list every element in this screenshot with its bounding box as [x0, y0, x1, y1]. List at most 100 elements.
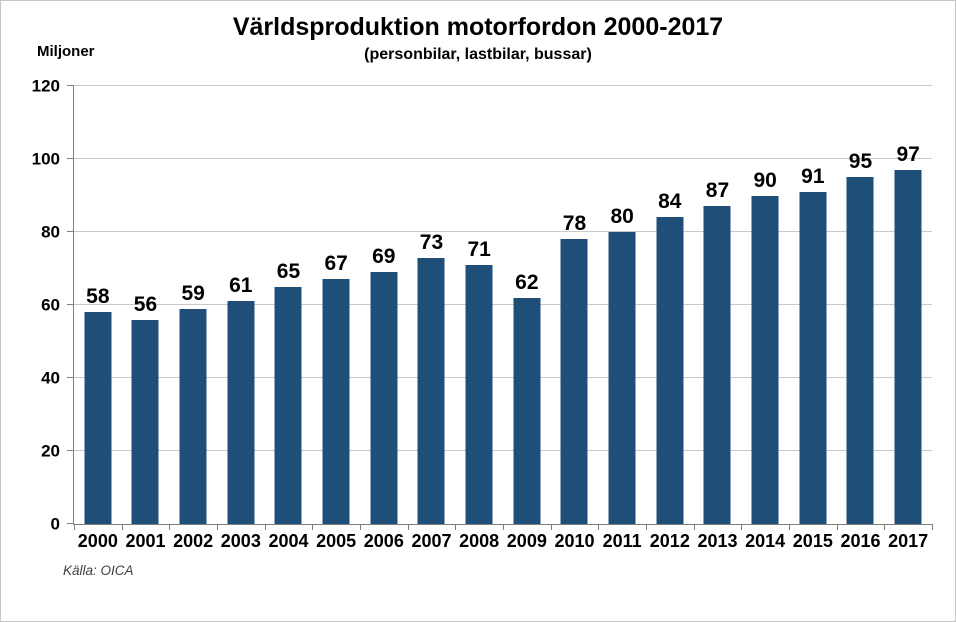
- y-tick-label-120: 120: [31, 76, 60, 96]
- bar-value-label-2002: 59: [181, 281, 205, 305]
- category-2015: 91 2015: [789, 86, 837, 551]
- y-tick-mark-100: [67, 158, 74, 159]
- x-tick-label-2017: 2017: [888, 531, 929, 551]
- category-2003: 61 2003: [217, 86, 265, 551]
- category-2002: 59 2002: [169, 86, 217, 551]
- x-tick-label-2016: 2016: [840, 531, 881, 551]
- x-tick-mark: [789, 524, 790, 530]
- category-2009: 62 2009: [503, 86, 551, 551]
- category-2006: 69 2006: [360, 86, 408, 551]
- y-tick-label-80: 80: [41, 222, 60, 242]
- x-tick-mark: [407, 524, 409, 530]
- x-tick-label-2000: 2000: [77, 531, 118, 551]
- x-tick-label-2003: 2003: [220, 531, 261, 551]
- gridline-60: [74, 304, 932, 305]
- category-2007: 73 2007: [408, 86, 456, 551]
- x-tick-mark: [359, 524, 361, 530]
- y-tick-label-40: 40: [41, 368, 60, 388]
- bar-2015: [799, 191, 827, 524]
- gridline-20: [74, 450, 932, 452]
- x-tick-label-2012: 2012: [649, 531, 690, 551]
- chart-subtitle: (personbilar, lastbilar, bussar): [364, 46, 592, 63]
- y-tick-mark-0: [67, 523, 74, 524]
- bar-value-label-2010: 78: [562, 212, 587, 236]
- bar-2002: [179, 308, 207, 524]
- y-tick-mark-20: [67, 450, 74, 452]
- bar-value-label-2012: 84: [658, 190, 682, 214]
- bar-2014: [751, 195, 779, 524]
- plot-area: 0 20 40 60 80 100 120 58 2000 56 2001 59 2002 61 2003 6…: [32, 78, 933, 552]
- x-tick-mark: [884, 524, 886, 530]
- bar-2006: [370, 272, 398, 524]
- category-2017: 97 2017: [884, 86, 932, 551]
- y-tick-mark-60: [67, 304, 74, 305]
- x-tick-mark: [550, 524, 552, 530]
- x-tick-mark: [693, 524, 695, 530]
- y-tick-label-20: 20: [41, 441, 60, 461]
- x-tick-mark: [645, 524, 647, 530]
- x-tick-label-2005: 2005: [316, 531, 357, 551]
- bar-2005: [322, 279, 350, 524]
- x-tick-mark: [74, 524, 75, 530]
- category-2008: 71 2008: [455, 86, 503, 551]
- bar-2009: [513, 297, 541, 524]
- bar-2010: [560, 239, 588, 524]
- bar-2017: [894, 169, 922, 524]
- category-2014: 90 2014: [741, 86, 789, 552]
- category-2013: 87 2013: [694, 86, 742, 551]
- x-tick-label-2006: 2006: [363, 531, 404, 551]
- x-tick-label-2002: 2002: [173, 531, 214, 551]
- category-2001: 56 2001: [122, 86, 170, 551]
- gridline-80: [74, 231, 932, 233]
- bar-2004: [274, 286, 302, 524]
- chart-title: Världsproduktion motorfordon 2000-2017: [232, 13, 724, 41]
- y-tick-label-60: 60: [41, 295, 60, 315]
- category-2016: 95 2016: [837, 86, 885, 551]
- x-tick-mark: [121, 524, 123, 530]
- bar-2008: [465, 264, 493, 524]
- bar-value-label-2008: 71: [467, 237, 491, 261]
- bar-value-label-2009: 62: [515, 270, 539, 294]
- bar-2000: [84, 312, 112, 524]
- bar-2011: [608, 232, 636, 524]
- x-tick-label-2010: 2010: [554, 531, 595, 551]
- bar-2007: [417, 257, 445, 524]
- x-tick-label-2015: 2015: [792, 531, 833, 551]
- bar-value-label-2000: 58: [86, 285, 110, 309]
- gridline-100: [74, 158, 932, 159]
- x-tick-mark: [741, 524, 743, 530]
- bar-value-label-2001: 56: [133, 292, 158, 316]
- bar-2013: [703, 206, 731, 524]
- gridline-40: [74, 377, 932, 379]
- category-2004: 65 2004: [265, 86, 313, 551]
- bar-value-label-2006: 69: [372, 245, 396, 269]
- bar-value-label-2011: 80: [610, 205, 634, 229]
- y-tick-label-100: 100: [31, 149, 60, 169]
- bar-2001: [131, 319, 159, 524]
- bar-2012: [656, 217, 684, 524]
- bar-2016: [846, 177, 874, 524]
- bar-value-label-2003: 61: [229, 274, 253, 298]
- category-2005: 67 2005: [312, 86, 360, 551]
- y-axis-title: Miljoner: [37, 43, 95, 60]
- bar-value-label-2005: 67: [324, 252, 348, 276]
- bar-value-label-2004: 65: [276, 259, 301, 283]
- x-tick-label-2009: 2009: [506, 531, 547, 551]
- bar-value-label-2016: 95: [848, 150, 873, 174]
- x-tick-label-2004: 2004: [268, 531, 309, 551]
- source-note: Källa: OICA: [63, 563, 134, 578]
- x-tick-label-2008: 2008: [459, 531, 500, 551]
- x-tick-mark: [216, 524, 218, 530]
- x-tick-label-2001: 2001: [125, 531, 166, 551]
- x-tick-label-2007: 2007: [411, 531, 452, 551]
- x-tick-mark: [455, 524, 457, 530]
- category-2000: 58 2000: [74, 86, 122, 551]
- bar-value-label-2017: 97: [896, 142, 920, 166]
- category-2010: 78 2010: [551, 86, 599, 551]
- x-tick-label-2011: 2011: [602, 531, 642, 551]
- x-tick-mark: [932, 524, 933, 530]
- gridline-120: [74, 85, 932, 86]
- y-tick-mark-40: [67, 377, 74, 379]
- bar-2003: [227, 301, 255, 524]
